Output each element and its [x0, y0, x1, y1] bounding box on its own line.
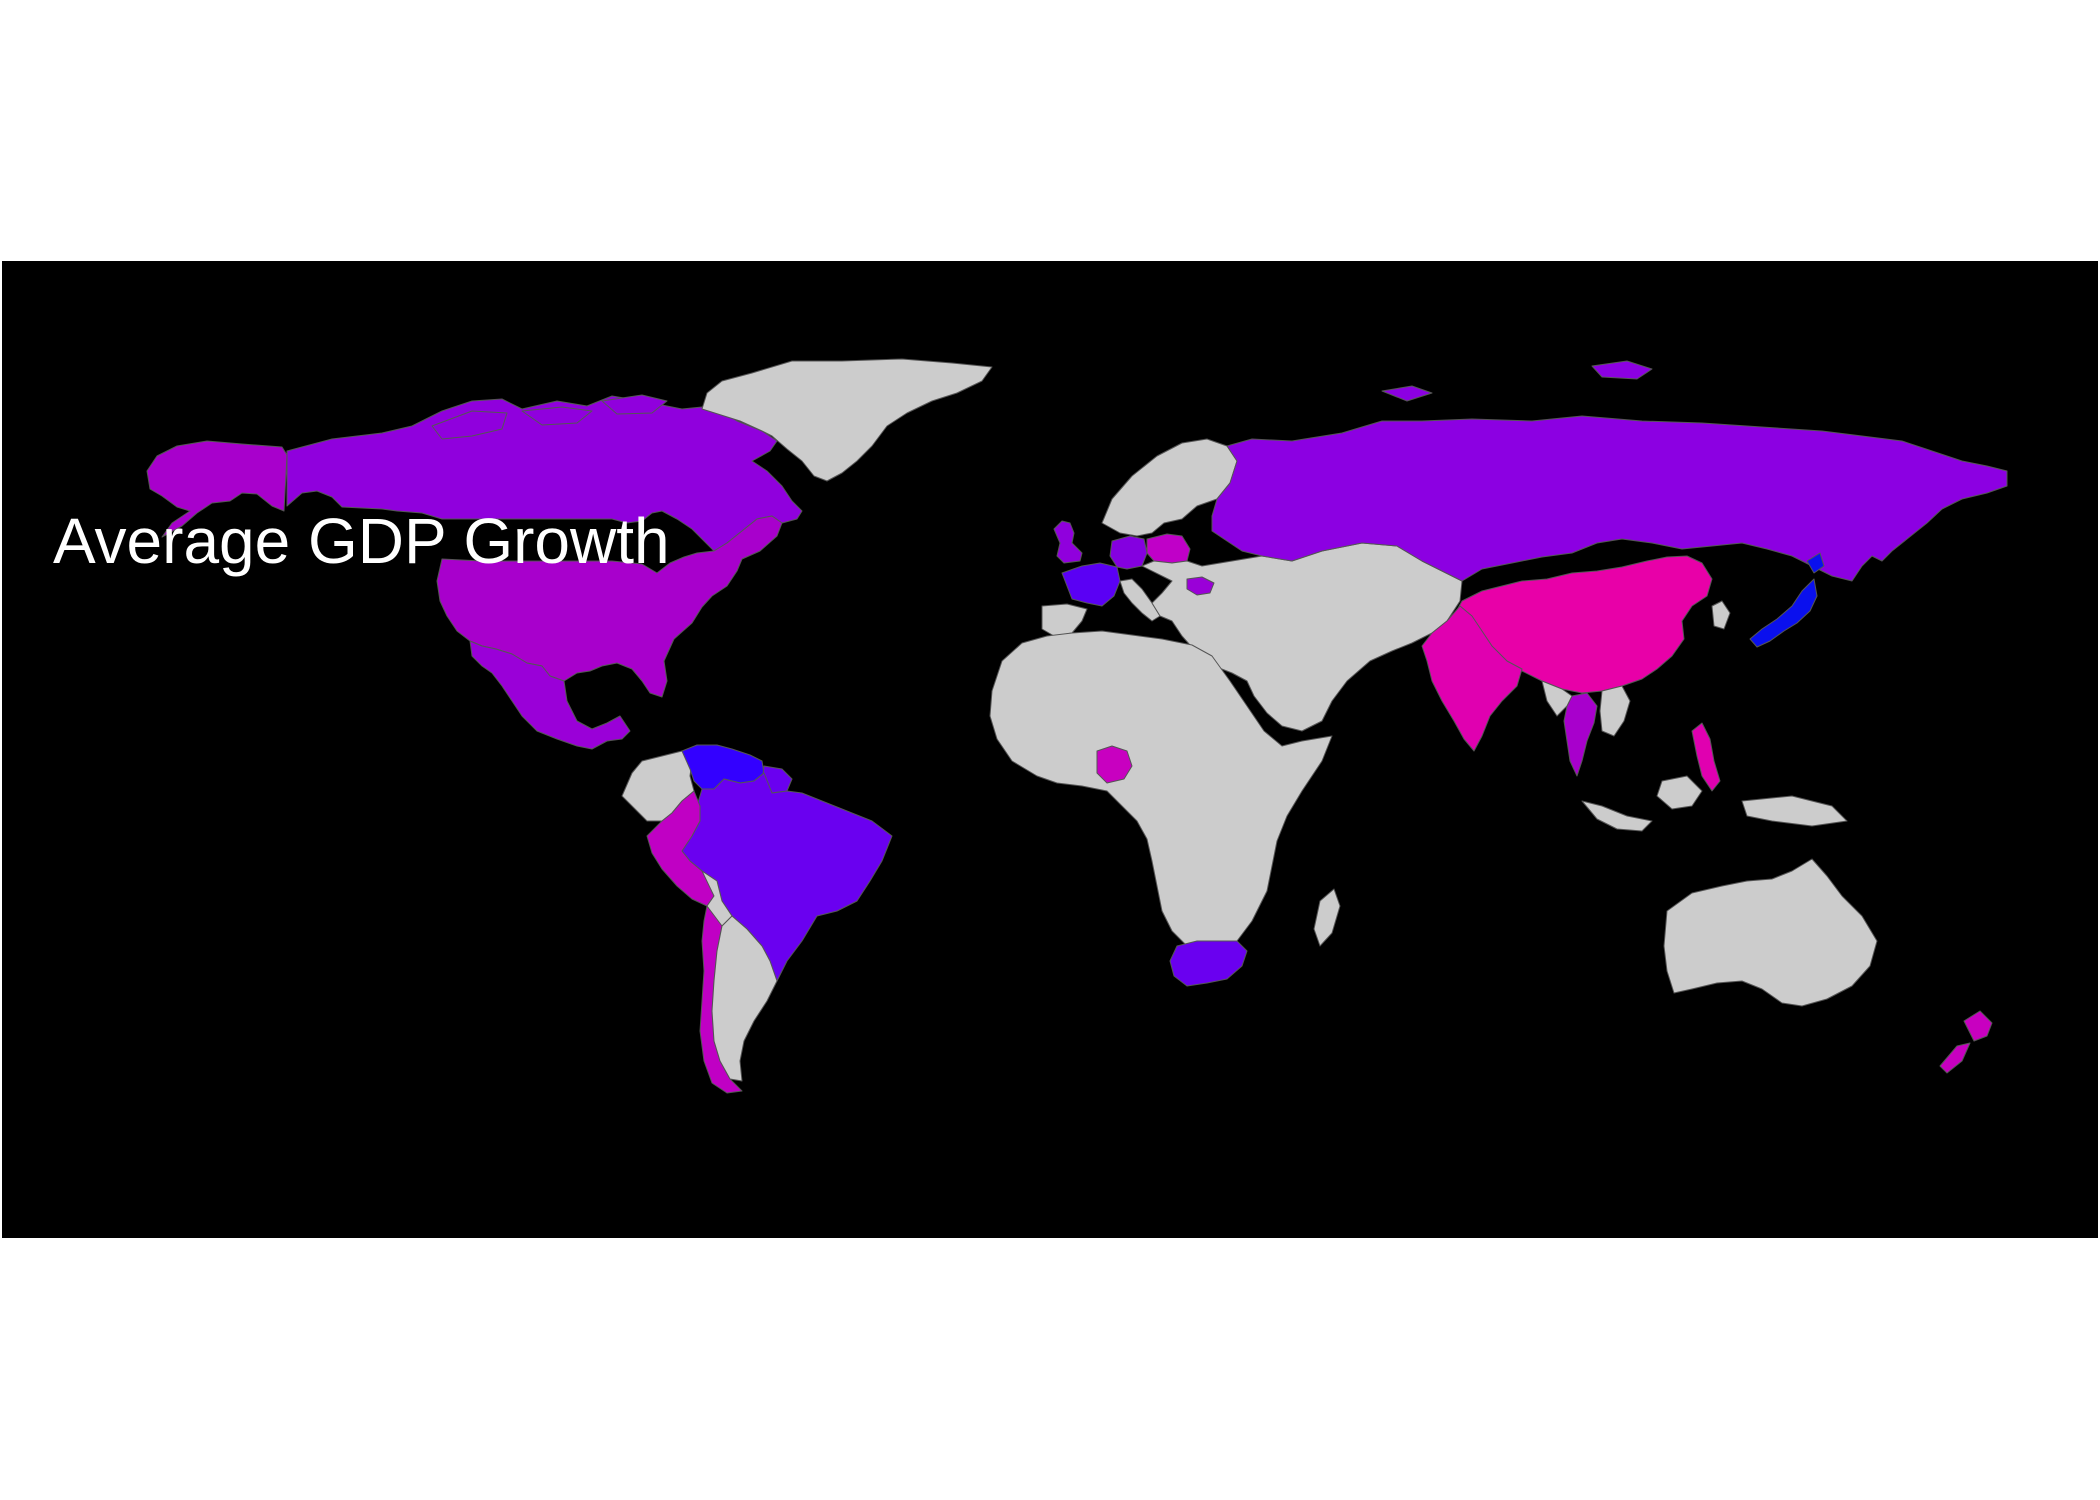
country-nigeria — [1096, 745, 1133, 784]
country-africa — [989, 630, 1333, 962]
country-madagascar — [1313, 888, 1341, 947]
country-mexico — [469, 640, 631, 750]
country-alaska-united-states — [146, 440, 288, 538]
country-germany — [1109, 535, 1148, 570]
country-greenland — [701, 358, 993, 482]
map-title: Average GDP Growth — [53, 505, 670, 577]
country-argentina — [711, 915, 778, 1082]
country-romania — [1186, 576, 1215, 596]
country-korea — [1711, 600, 1731, 630]
country-france — [1061, 562, 1121, 607]
country-south-africa — [1169, 940, 1248, 987]
country-southeast-asia — [1541, 680, 1631, 737]
world-map — [146, 358, 2008, 1094]
country-thailand — [1563, 692, 1598, 777]
country-italy — [1119, 578, 1161, 622]
country-india — [1421, 605, 1523, 752]
country-russia — [1591, 360, 1653, 380]
country-poland — [1146, 533, 1191, 564]
country-spain — [1041, 603, 1088, 637]
country-canada — [521, 406, 593, 426]
country-new-zealand — [1939, 1010, 1993, 1074]
country-canada — [601, 394, 668, 415]
country-australia — [1663, 858, 1878, 1007]
country-russia — [1381, 385, 1433, 402]
country-russia — [1211, 415, 2008, 582]
country-united-kingdom — [1053, 520, 1083, 564]
country-japan — [1749, 552, 1825, 648]
map-panel: Average GDP Growth — [2, 261, 2098, 1238]
country-indonesia — [1581, 775, 1848, 832]
country-canada — [431, 410, 508, 440]
country-philippines — [1691, 722, 1721, 792]
